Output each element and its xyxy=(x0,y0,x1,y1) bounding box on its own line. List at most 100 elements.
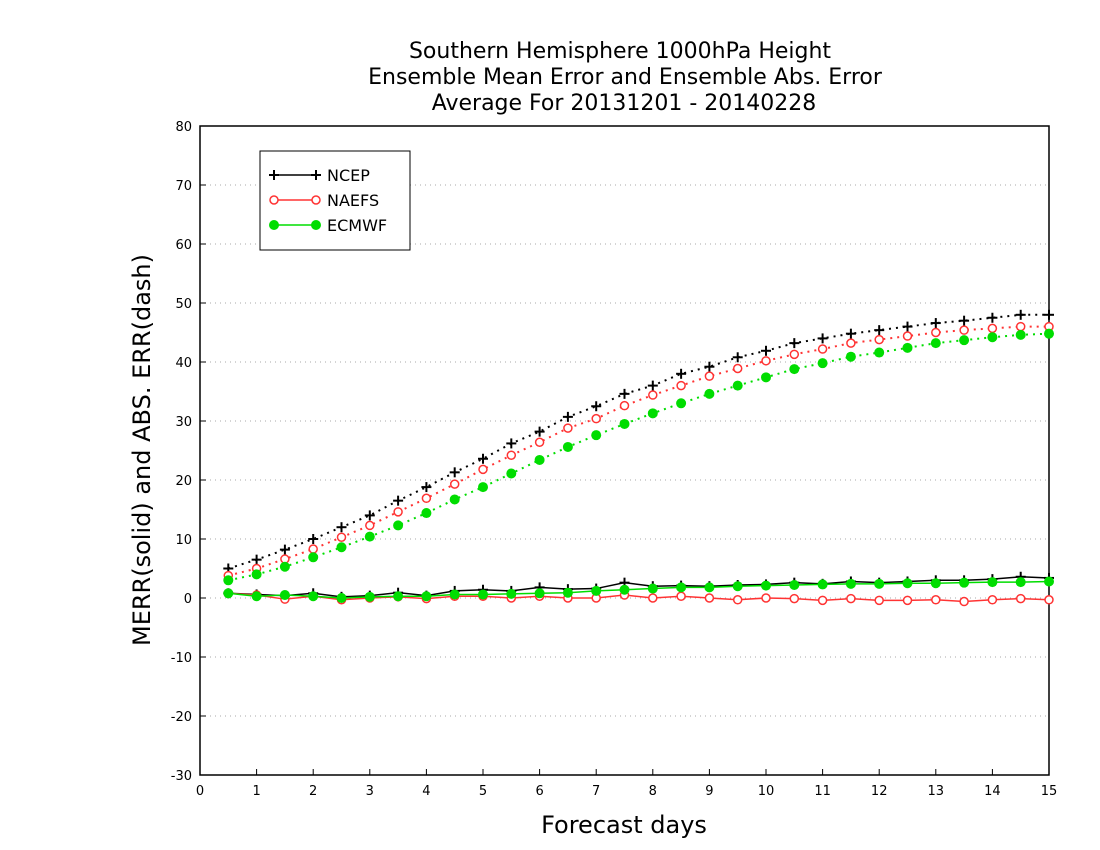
y-tick-label: -20 xyxy=(171,710,192,725)
title-line-1: Southern Hemisphere 1000hPa Height xyxy=(409,39,831,64)
naefs-abs-err-point xyxy=(987,323,998,334)
naefs-merr-point xyxy=(789,593,800,604)
x-tick-label: 14 xyxy=(984,784,1001,799)
ncep-abs-err-point xyxy=(789,338,800,349)
title-line-2: Ensemble Mean Error and Ensemble Abs. Er… xyxy=(368,65,883,90)
naefs-abs-err-point xyxy=(1015,321,1026,332)
naefs-abs-err-point xyxy=(874,334,884,345)
ncep-abs-err-point xyxy=(506,438,517,449)
naefs-merr-point xyxy=(1044,595,1054,605)
ncep-abs-err-point xyxy=(1044,309,1054,320)
ecmwf-merr-point xyxy=(817,579,828,590)
ecmwf-merr-point xyxy=(223,588,234,599)
naefs-abs-err-point xyxy=(761,356,771,366)
naefs-abs-err-point xyxy=(959,325,969,335)
ecmwf-abs-err-point xyxy=(591,430,602,441)
ecmwf-merr-point xyxy=(364,591,375,602)
ecmwf-abs-err-point xyxy=(562,441,573,452)
ecmwf-merr-point xyxy=(393,591,404,602)
ncep-merr-line xyxy=(228,576,1050,598)
naefs-merr-point xyxy=(902,595,913,606)
x-tick-label: 8 xyxy=(649,784,657,799)
ecmwf-abs-err-point xyxy=(930,338,941,349)
naefs-abs-err-point xyxy=(931,327,941,338)
ecmwf-abs-err-point xyxy=(817,358,828,369)
series-ecmwf xyxy=(223,328,1054,603)
x-tick-label: 7 xyxy=(592,784,600,799)
ncep-abs-err-point xyxy=(930,318,941,329)
ecmwf-merr-point xyxy=(591,585,602,596)
ecmwf-abs-err-point xyxy=(647,408,658,419)
x-tick-label: 2 xyxy=(309,784,317,799)
ecmwf-abs-err-point xyxy=(1044,328,1054,339)
ecmwf-abs-err-point xyxy=(874,347,885,358)
ncep-abs-err-point xyxy=(902,321,913,332)
ecmwf-merr-point xyxy=(845,578,856,589)
ncep-abs-err-point xyxy=(619,388,630,399)
ncep-abs-err-point xyxy=(449,467,460,478)
x-tick-label: 1 xyxy=(252,784,260,799)
x-tick-label: 10 xyxy=(758,784,775,799)
ecmwf-merr-point xyxy=(959,577,970,588)
ecmwf-merr-point xyxy=(619,584,630,595)
ncep-abs-err-point xyxy=(336,522,347,533)
ncep-abs-err-point xyxy=(279,544,290,555)
ncep-abs-err-point xyxy=(393,495,404,506)
naefs-abs-err-point xyxy=(676,380,686,391)
ecmwf-abs-err-point xyxy=(421,508,432,519)
y-axis-ticks: -30 -20 -10 0 10 20 30 40 50 60 70 80 xyxy=(171,120,206,784)
x-tick-label: 6 xyxy=(535,784,543,799)
naefs-merr-point xyxy=(959,596,969,607)
ecmwf-merr-point xyxy=(478,589,488,600)
ecmwf-abs-err-point xyxy=(336,542,347,553)
ecmwf-merr-point xyxy=(506,588,517,599)
naefs-abs-err-line xyxy=(228,325,1049,577)
naefs-merr-point xyxy=(648,593,658,603)
ncep-abs-err-point xyxy=(478,453,488,464)
ecmwf-abs-err-point xyxy=(732,380,743,391)
x-tick-label: 11 xyxy=(814,784,831,799)
naefs-abs-err-point xyxy=(421,493,432,504)
ncep-abs-err-point xyxy=(251,554,262,565)
ncep-abs-err-point xyxy=(1015,309,1026,320)
legend-marker-ncep xyxy=(311,170,321,180)
series-naefs xyxy=(223,321,1054,607)
naefs-abs-err-point xyxy=(534,437,545,447)
legend: NCEP NAEFS ECMWF xyxy=(259,150,411,251)
ncep-abs-err-line xyxy=(228,313,1049,570)
y-tick-label: -30 xyxy=(171,769,192,784)
y-tick-label: 0 xyxy=(184,592,192,607)
ecmwf-abs-err-point xyxy=(506,468,517,479)
y-tick-label: 40 xyxy=(175,356,192,371)
naefs-merr-point xyxy=(732,595,743,605)
naefs-merr-point xyxy=(846,593,856,604)
ncep-abs-err-point xyxy=(562,411,573,422)
ncep-abs-err-point xyxy=(959,315,970,326)
chart-title: Southern Hemisphere 1000hPa Height Ensem… xyxy=(368,39,883,116)
ecmwf-abs-err-point xyxy=(364,531,375,542)
y-tick-label: 70 xyxy=(175,179,192,194)
ecmwf-abs-err-point xyxy=(223,575,234,586)
y-tick-label: 60 xyxy=(175,238,192,253)
grid xyxy=(200,184,1049,717)
ncep-abs-err-point xyxy=(647,380,658,391)
naefs-merr-point xyxy=(817,595,828,606)
ecmwf-abs-err-point xyxy=(478,482,488,493)
naefs-abs-err-point xyxy=(563,423,573,433)
ncep-abs-err-point xyxy=(704,361,715,372)
ecmwf-merr-point xyxy=(987,577,998,588)
series-ncep xyxy=(223,309,1054,602)
x-tick-label: 12 xyxy=(871,784,888,799)
legend-marker-ecmwf xyxy=(311,220,321,230)
legend-marker-naefs xyxy=(269,195,279,205)
ncep-abs-err-point xyxy=(732,352,743,363)
x-tick-label: 13 xyxy=(928,784,945,799)
naefs-abs-err-point xyxy=(817,344,828,354)
ecmwf-merr-point xyxy=(251,591,262,602)
y-tick-label: 80 xyxy=(175,120,192,135)
ecmwf-abs-err-point xyxy=(534,454,545,465)
naefs-abs-err-point xyxy=(308,544,318,554)
ecmwf-abs-err-point xyxy=(393,520,404,531)
ecmwf-merr-point xyxy=(874,578,885,589)
